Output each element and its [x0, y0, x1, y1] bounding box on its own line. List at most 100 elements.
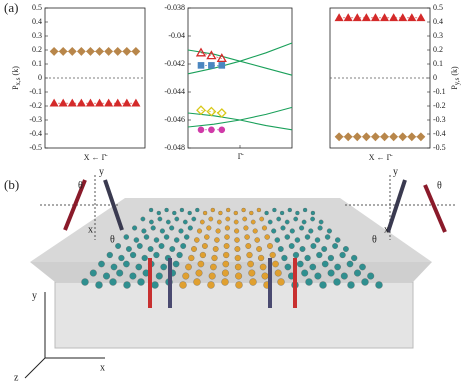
atom — [233, 210, 238, 216]
atom — [123, 234, 130, 240]
atom — [106, 251, 113, 259]
x-tick-label: Γ̄ — [238, 152, 245, 161]
atom — [123, 281, 131, 289]
atom — [340, 272, 348, 280]
marker — [398, 132, 408, 142]
marker — [95, 46, 104, 56]
y-tick-label: -0.038 — [164, 3, 185, 12]
atom — [98, 260, 105, 268]
marker — [206, 106, 217, 117]
y-label-main: P — [11, 85, 20, 90]
illustration: y x z θ y x θ y x θ θ — [14, 166, 455, 383]
atom — [264, 210, 269, 216]
marker — [49, 46, 59, 56]
marker — [208, 126, 215, 134]
atom — [346, 260, 354, 268]
atom — [153, 237, 160, 243]
slab-top — [30, 198, 432, 262]
y-tick-label: -0.042 — [164, 59, 185, 68]
marker — [131, 46, 141, 56]
atom — [208, 216, 214, 222]
atom — [226, 207, 231, 213]
atom — [249, 210, 254, 216]
marker — [113, 46, 123, 56]
atom — [347, 281, 355, 289]
y-axis-label: Py,s(k) — [450, 66, 461, 90]
atom — [164, 207, 169, 213]
atom — [103, 272, 110, 280]
atom — [194, 237, 200, 243]
atom — [361, 278, 369, 286]
marker — [398, 13, 408, 22]
atom — [130, 251, 137, 259]
y-tick-label: -0.4 — [433, 129, 446, 138]
marker — [197, 62, 205, 69]
atom — [132, 225, 138, 231]
marker — [380, 13, 390, 22]
atom — [259, 216, 265, 222]
spin-arrow — [63, 179, 87, 231]
atom — [174, 216, 180, 222]
atom — [187, 225, 193, 231]
atom — [242, 216, 248, 222]
atom — [201, 243, 208, 249]
marker — [216, 108, 227, 118]
atom — [225, 216, 231, 222]
atom — [123, 260, 130, 268]
atom — [149, 219, 154, 225]
atom — [243, 225, 249, 231]
atom — [289, 228, 295, 234]
atom — [319, 281, 327, 289]
marker — [361, 132, 371, 142]
atom — [110, 263, 118, 271]
y-tick-label: 0.5 — [433, 3, 443, 12]
spin-arrow — [386, 179, 407, 233]
atom — [277, 246, 284, 252]
atom — [280, 225, 286, 231]
marker — [113, 98, 123, 107]
marker — [371, 132, 380, 142]
atom — [172, 260, 180, 268]
atom — [288, 243, 295, 249]
axis-label: x — [100, 362, 105, 373]
atom — [173, 237, 180, 243]
atom — [272, 207, 277, 213]
marker — [218, 126, 226, 134]
panel-label: (a) — [4, 0, 18, 15]
marker — [104, 98, 114, 107]
marker — [58, 98, 68, 107]
marker — [197, 126, 205, 134]
atom — [195, 207, 200, 213]
spin-arrow — [103, 179, 124, 231]
marker — [380, 132, 389, 142]
atom — [310, 216, 315, 222]
atom — [153, 251, 160, 259]
atom — [342, 246, 349, 252]
marker — [216, 53, 227, 63]
atom — [252, 228, 258, 234]
y-label-tail: (k) — [450, 66, 459, 76]
atom — [234, 263, 242, 271]
y-tick-label: 0.2 — [32, 45, 42, 54]
atom — [222, 260, 230, 268]
atom — [327, 254, 334, 262]
atom — [354, 269, 361, 277]
atom — [375, 281, 383, 289]
atom — [160, 263, 167, 271]
atom — [224, 234, 230, 240]
atom — [351, 254, 358, 262]
y-tick-label: -0.5 — [29, 143, 42, 152]
atom — [274, 269, 282, 277]
atom — [215, 228, 221, 234]
atom — [261, 225, 268, 231]
inset-label: x — [384, 224, 389, 235]
atom — [191, 216, 197, 222]
atom — [199, 219, 205, 225]
marker — [389, 13, 399, 22]
atom — [327, 269, 335, 277]
atom — [294, 237, 301, 243]
marker — [416, 132, 426, 142]
y-tick-label: 0.1 — [32, 59, 42, 68]
atom — [89, 269, 97, 277]
atom — [314, 272, 322, 280]
